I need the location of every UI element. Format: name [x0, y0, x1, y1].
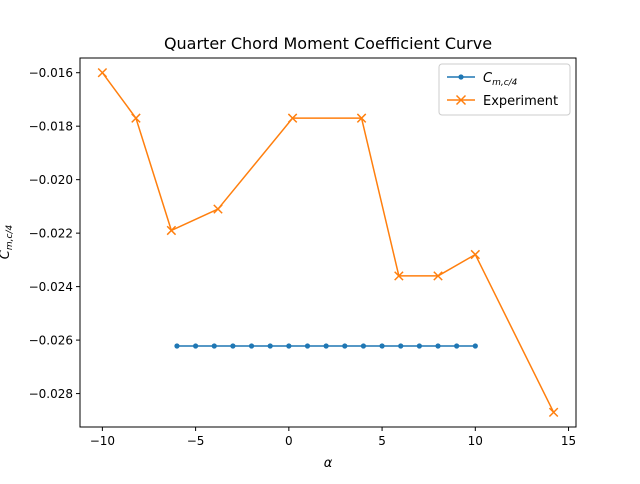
data-point: [416, 343, 422, 349]
y-tick-label: −0.026: [29, 334, 73, 348]
y-tick-label: −0.020: [29, 173, 73, 187]
data-point: [323, 343, 329, 349]
data-point: [174, 343, 180, 349]
plot-area: [97, 67, 559, 418]
data-point: [394, 271, 404, 281]
y-axis-label-subscript: m,c/4: [5, 225, 15, 251]
data-point: [248, 343, 255, 349]
data-point: [435, 343, 441, 349]
x-axis-label: α: [324, 456, 333, 471]
data-point: [211, 343, 217, 349]
legend-marker-cm: [458, 74, 464, 80]
data-point: [433, 271, 443, 281]
legend-label-cm-subscript: m,c/4: [492, 78, 518, 88]
legend-label-cm: Cm,c/4: [483, 71, 518, 88]
legend-marker-experiment: [455, 94, 467, 106]
data-point: [230, 343, 236, 349]
data-point: [304, 343, 311, 349]
x-tick-label: −10: [90, 434, 115, 448]
x-tick-label: 0: [285, 434, 293, 448]
data-point: [356, 113, 367, 123]
data-point: [398, 343, 404, 349]
y-axis-label: Cm,c/4: [0, 225, 15, 260]
svg-text:Cm,c/4: Cm,c/4: [0, 225, 15, 260]
axes-frame: [79, 57, 577, 428]
data-point: [379, 343, 385, 349]
data-point: [97, 67, 108, 78]
x-tick-label: 5: [378, 434, 386, 448]
axis-ticks: −10 −5 0 5 10 15 −0.028 −0.026 −0.024 −0.022 −0.02…: [29, 57, 577, 448]
data-point: [166, 225, 177, 236]
legend-label-cm-main: C: [483, 71, 493, 86]
x-tick-label: 15: [561, 434, 576, 448]
x-tick-label: 10: [468, 434, 483, 448]
data-point: [131, 113, 141, 123]
data-point: [472, 343, 478, 349]
y-axis-label-main: C: [0, 249, 13, 259]
legend-label-experiment: Experiment: [483, 94, 558, 109]
y-tick-label: −0.022: [29, 227, 73, 241]
y-tick-label: −0.024: [29, 280, 73, 294]
data-point: [360, 343, 367, 349]
data-point: [470, 249, 481, 260]
legend: Cm,c/4 Experiment: [438, 63, 571, 116]
data-point: [342, 343, 348, 349]
y-tick-label: −0.028: [29, 387, 73, 401]
x-tick-label: −5: [187, 434, 205, 448]
series-line-1: [101, 72, 555, 413]
data-point: [286, 343, 292, 349]
y-tick-label: −0.016: [29, 66, 73, 80]
data-point: [548, 407, 559, 418]
data-point: [193, 343, 199, 349]
data-point: [213, 204, 223, 214]
chart-title: Quarter Chord Moment Coefficient Curve: [164, 34, 492, 53]
data-point: [287, 113, 298, 123]
data-point: [267, 343, 273, 349]
y-tick-label: −0.018: [29, 120, 73, 134]
data-point: [454, 343, 460, 349]
